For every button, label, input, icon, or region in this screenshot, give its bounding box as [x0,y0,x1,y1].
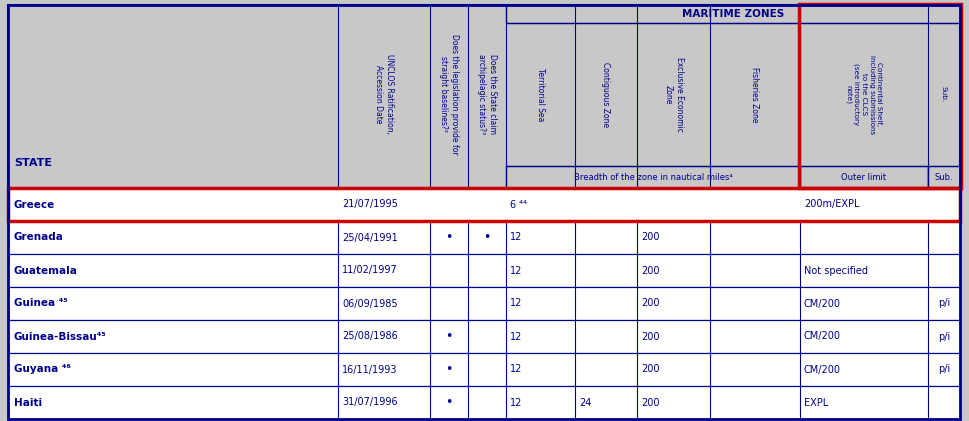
Text: CM/200: CM/200 [804,365,841,375]
Text: •: • [446,231,453,244]
Text: p/i: p/i [938,331,951,341]
Bar [800,166,928,188]
Text: Guatemala: Guatemala [14,266,78,275]
Bar [8,221,960,254]
Text: Guinea-Bissau⁴⁵: Guinea-Bissau⁴⁵ [14,331,107,341]
Text: Fisheries Zone: Fisheries Zone [751,67,760,122]
Text: Not specified: Not specified [804,266,868,275]
Text: Guyana ⁴⁶: Guyana ⁴⁶ [14,365,71,375]
Bar [8,5,960,188]
Text: 12: 12 [510,266,522,275]
Text: 200: 200 [641,365,660,375]
Text: Does the State claim
archipelagic status?³: Does the State claim archipelagic status… [477,54,497,135]
Text: Guinea ⁴⁵: Guinea ⁴⁵ [14,298,68,309]
Text: EXPL: EXPL [804,397,828,408]
Bar [8,254,960,287]
Text: MARITIME ZONES: MARITIME ZONES [682,9,784,19]
Bar [8,386,960,419]
Text: Greece: Greece [14,200,55,210]
Bar [799,4,961,188]
Bar [8,287,960,320]
Text: Sub.: Sub. [935,173,953,181]
Text: p/i: p/i [938,365,951,375]
Bar [8,353,960,386]
Text: •: • [484,231,490,244]
Text: STATE: STATE [14,158,52,168]
Text: •: • [446,363,453,376]
Text: 16/11/1993: 16/11/1993 [342,365,397,375]
Bar [8,188,960,221]
Text: 12: 12 [510,232,522,242]
Text: 200: 200 [641,397,660,408]
Text: CM/200: CM/200 [804,298,841,309]
Text: •: • [446,330,453,343]
Text: p/i: p/i [938,298,951,309]
Text: 200m/EXPL: 200m/EXPL [804,200,860,210]
Text: 12: 12 [510,298,522,309]
Text: Outer limit: Outer limit [841,173,887,181]
Text: 25/08/1986: 25/08/1986 [342,331,397,341]
Text: 12: 12 [510,331,522,341]
Text: •: • [446,396,453,409]
Text: CM/200: CM/200 [804,331,841,341]
Text: 21/07/1995: 21/07/1995 [342,200,398,210]
Text: Breadth of the zone in nautical miles⁴: Breadth of the zone in nautical miles⁴ [574,173,733,181]
Text: 200: 200 [641,298,660,309]
Text: 31/07/1996: 31/07/1996 [342,397,397,408]
Text: Territorial Sea: Territorial Sea [536,68,545,121]
Bar [928,166,960,188]
Text: Haiti: Haiti [14,397,42,408]
Bar [506,166,800,188]
Text: 200: 200 [641,232,660,242]
Text: 11/02/1997: 11/02/1997 [342,266,397,275]
Bar [506,5,960,23]
Text: Continental Shelf,
including submissions
to the CLCS
(see introductory
note): Continental Shelf, including submissions… [846,55,883,134]
Text: 200: 200 [641,331,660,341]
Text: 200: 200 [641,266,660,275]
Text: 25/04/1991: 25/04/1991 [342,232,397,242]
Text: Grenada: Grenada [14,232,64,242]
Bar [8,320,960,353]
Text: UNCLOS Ratification,
Accession Date: UNCLOS Ratification, Accession Date [374,54,394,134]
Bar [8,188,960,221]
Text: Does the legislation provide for
straight baselines?²: Does the legislation provide for straigh… [439,34,459,155]
Text: 24: 24 [579,397,591,408]
Text: 12: 12 [510,397,522,408]
Text: 6 ⁴⁴: 6 ⁴⁴ [510,200,527,210]
Text: 06/09/1985: 06/09/1985 [342,298,397,309]
Text: Exclusive Economic
Zone: Exclusive Economic Zone [664,57,683,132]
Text: 12: 12 [510,365,522,375]
Text: Contiguous Zone: Contiguous Zone [602,62,610,127]
Text: Sub.: Sub. [941,86,947,103]
